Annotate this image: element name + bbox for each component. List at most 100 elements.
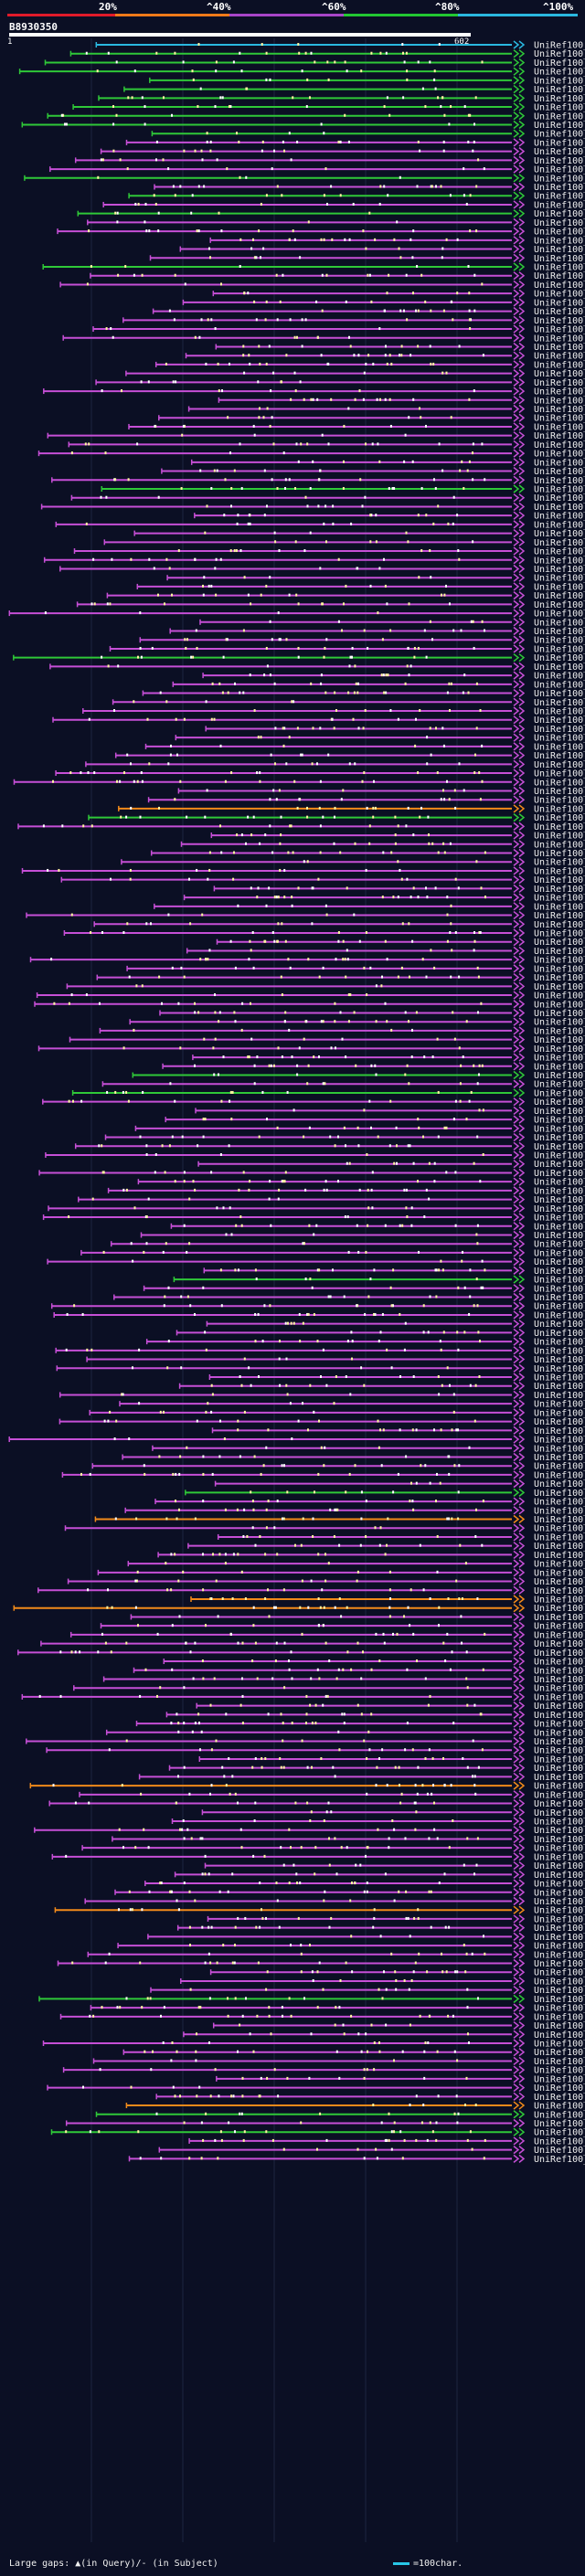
hit-row[interactable]: UniRef100_Q9Q982 (13, 653, 585, 663)
hit-row[interactable]: UniRef100_Q3U4Y2 (95, 377, 585, 388)
hit-label[interactable]: UniRef100_C3VPW8 (534, 1222, 585, 1232)
hit-row[interactable]: UniRef100_A1LMR3 (143, 1284, 585, 1294)
hit-row[interactable]: UniRef100_B8M0X8 (119, 1399, 585, 1410)
hit-row[interactable]: UniRef100_Q3HTX6 (176, 1924, 585, 1934)
hit-label[interactable]: UniRef100_Q9F3G0 (534, 298, 585, 308)
hit-row[interactable]: UniRef100_Q304C4 (137, 1177, 585, 1188)
hit-row[interactable]: UniRef100_UP1000.. (62, 334, 585, 344)
hit-row[interactable]: UniRef100_Q2RV49 (179, 244, 585, 255)
hit-row[interactable]: UniRef100_Q6PZE9 (60, 875, 585, 885)
hit-label[interactable]: UniRef100_A1LMR3 (534, 1284, 585, 1294)
hit-row[interactable]: UniRef100_Q0LJ64 (139, 635, 585, 646)
hit-label[interactable]: UniRef100_UP1000.. (534, 405, 585, 415)
hit-label[interactable]: UniRef100_UP1000.. (534, 334, 585, 344)
hit-label[interactable]: UniRef100_B9GF15 (534, 1444, 585, 1454)
hit-label[interactable]: UniRef100_Q39864 (534, 600, 585, 610)
hit-label[interactable]: UniRef100_B6U0Z2 (534, 1382, 585, 1392)
hit-row[interactable]: UniRef100_UP1000.. (218, 396, 585, 406)
hit-label[interactable]: UniRef100_Q0LJ74 (534, 1995, 585, 2005)
hit-label[interactable]: UniRef100_Q9UHF1 (534, 1754, 585, 1765)
hit-row[interactable]: UniRef100_B3MH55 (64, 1523, 585, 1534)
hit-row[interactable]: UniRef100_UP1000.. (176, 1328, 585, 1339)
hit-label[interactable]: UniRef100_B9MBV2 (534, 991, 585, 1002)
hit-row[interactable]: UniRef100_UP1000.. (90, 2003, 585, 2014)
hit-row[interactable]: UniRef100_A8Y2E4 (61, 1470, 585, 1480)
hit-row[interactable]: UniRef100_UP1000.. (185, 1488, 585, 1499)
hit-row[interactable]: UniRef100_B9RPC0 (87, 217, 585, 228)
hit-row[interactable]: UniRef100_UP1000.. (90, 271, 585, 281)
hit-row[interactable]: UniRef100_Q3E033 (38, 1168, 585, 1179)
hit-row[interactable]: UniRef100_Q9T7N9 (42, 1097, 585, 1108)
hit-row[interactable]: UniRef100_Q0LUJ1 (94, 1514, 585, 1525)
hit-label[interactable]: UniRef100_Q2X6X3 (534, 778, 585, 788)
hit-row[interactable]: UniRef100_B9QEJ0 (118, 804, 585, 814)
hit-row[interactable]: UniRef100_A1WN07 (102, 1674, 585, 1685)
hit-label[interactable]: UniRef100_B4F7G8 (534, 1861, 585, 1871)
hit-row[interactable]: UniRef100_A5BQP1 (69, 49, 585, 59)
hit-label[interactable]: UniRef100_Q94ES6 (534, 698, 585, 708)
hit-row[interactable]: UniRef100_B9VH03 (190, 1595, 585, 1606)
hit-label[interactable]: UniRef100_C1EX37 (534, 1009, 585, 1019)
hit-label[interactable]: UniRef100_Q8SPM9 (534, 1302, 585, 1312)
hit-label[interactable]: UniRef100_B8BCY9 (534, 1257, 585, 1267)
hit-row[interactable]: UniRef100_A4EP47 (114, 1888, 585, 1898)
hit-label[interactable]: UniRef100_UP1000.. (534, 1426, 585, 1436)
hit-row[interactable]: UniRef100_Q0UTK5 (180, 840, 585, 850)
hit-row[interactable]: UniRef100_Q70LZ6 (183, 2030, 585, 2041)
hit-label[interactable]: UniRef100_Q304C4 (534, 1178, 585, 1188)
hit-row[interactable]: UniRef100_UP1000.. (215, 342, 585, 353)
hit-label[interactable]: UniRef100_Q8ZQE3 (534, 1506, 585, 1516)
hit-label[interactable]: UniRef100_C5LNQ0 (534, 2128, 585, 2138)
hit-row[interactable]: UniRef100_B9K081 (135, 1719, 585, 1730)
hit-label[interactable]: UniRef100_C0Z376 (534, 663, 585, 673)
hit-row[interactable]: UniRef100_UP1000.. (40, 502, 585, 513)
hit-label[interactable]: UniRef100_C0J1S9 (534, 1231, 585, 1241)
hit-label[interactable]: UniRef100_B2BR96 (534, 458, 585, 468)
hit-row[interactable]: UniRef100_B7FK07 (95, 40, 585, 51)
hit-label[interactable]: UniRef100_Q7QGF2 (534, 2021, 585, 2031)
hit-row[interactable]: UniRef100_A7PE56 (161, 466, 585, 477)
hit-row[interactable]: UniRef100_Q29866 (147, 1932, 585, 1943)
hit-row[interactable]: UniRef100_Q94ES8 (210, 831, 585, 842)
hit-row[interactable]: UniRef100_Q4FL07 (97, 1568, 585, 1578)
hit-row[interactable]: UniRef100_UP1000.. (84, 1896, 585, 1907)
hit-row[interactable]: UniRef100_Q3E939 (34, 1000, 585, 1010)
hit-label[interactable]: UniRef100_UP1000.. (534, 2093, 585, 2103)
hit-label[interactable]: UniRef100_Q23370 (534, 450, 585, 460)
hit-label[interactable]: UniRef100_C5Q6Q4 (534, 1711, 585, 1721)
hit-row[interactable]: UniRef100_UP1000.. (102, 200, 585, 210)
hit-label[interactable]: UniRef100_Q3HTX6 (534, 1924, 585, 1934)
hit-label[interactable]: UniRef100_B4Q5B1 (534, 2136, 585, 2147)
hit-row[interactable]: UniRef100_B4HL36 (110, 1239, 585, 1250)
hit-row[interactable]: UniRef100_B9P170 (37, 1044, 585, 1055)
hit-label[interactable]: UniRef100_Q41402 (534, 902, 585, 912)
hit-label[interactable]: UniRef100_Q7QKW4 (534, 1764, 585, 1774)
hit-row[interactable]: UniRef100_UP1000.. (51, 475, 585, 486)
hit-row[interactable]: UniRef100_B9M7G5 (70, 493, 585, 504)
hit-label[interactable]: UniRef100_UP1000.. (534, 387, 585, 398)
hit-row[interactable]: UniRef100_UP1000.. (57, 227, 585, 238)
hit-row[interactable]: UniRef100_Q5DD66 (21, 120, 585, 131)
hit-row[interactable]: UniRef100_B9ELL0 (180, 1977, 585, 1987)
hit-label[interactable]: UniRef100_B3MZL7 (534, 1950, 585, 1960)
hit-row[interactable]: UniRef100_UP1000.. (185, 351, 585, 362)
hit-row[interactable]: UniRef100_A5AEG8 (122, 1452, 585, 1463)
hit-label[interactable]: UniRef100_Q852P0 (534, 2012, 585, 2022)
hit-label[interactable]: UniRef100_UP1000.. (534, 369, 585, 379)
hit-label[interactable]: UniRef100_B9RPC0 (534, 218, 585, 228)
hit-label[interactable]: UniRef100_B8FT04 (534, 796, 585, 806)
hit-row[interactable]: UniRef100_C8VH31 (40, 1639, 585, 1649)
hit-row[interactable]: UniRef100_B9RZ12 (208, 1373, 585, 1383)
hit-row[interactable]: UniRef100_Q49151 (138, 1772, 585, 1783)
hit-label[interactable]: UniRef100_Q3HTX5 (534, 1542, 585, 1552)
hit-row[interactable]: UniRef100_Q0H6R7 (53, 1310, 585, 1320)
hit-row[interactable]: UniRef100_B4HKT9 (105, 1728, 585, 1738)
hit-row[interactable]: UniRef100_Q9X9E1 (52, 716, 585, 726)
hit-row[interactable]: UniRef100_C6T940 (66, 981, 585, 992)
hit-label[interactable]: UniRef100_B4H1U4 (534, 1622, 585, 1632)
hit-row[interactable]: UniRef100_Q9SBM1 (132, 1070, 585, 1081)
hit-row[interactable]: UniRef100_A8Y2E4 (214, 1479, 585, 1489)
hit-row[interactable]: UniRef100_UP1000.. (162, 1062, 585, 1072)
hit-label[interactable]: UniRef100_Q9SH44 (534, 1088, 585, 1098)
hit-label[interactable]: UniRef100_Q94ES4 (534, 644, 585, 654)
